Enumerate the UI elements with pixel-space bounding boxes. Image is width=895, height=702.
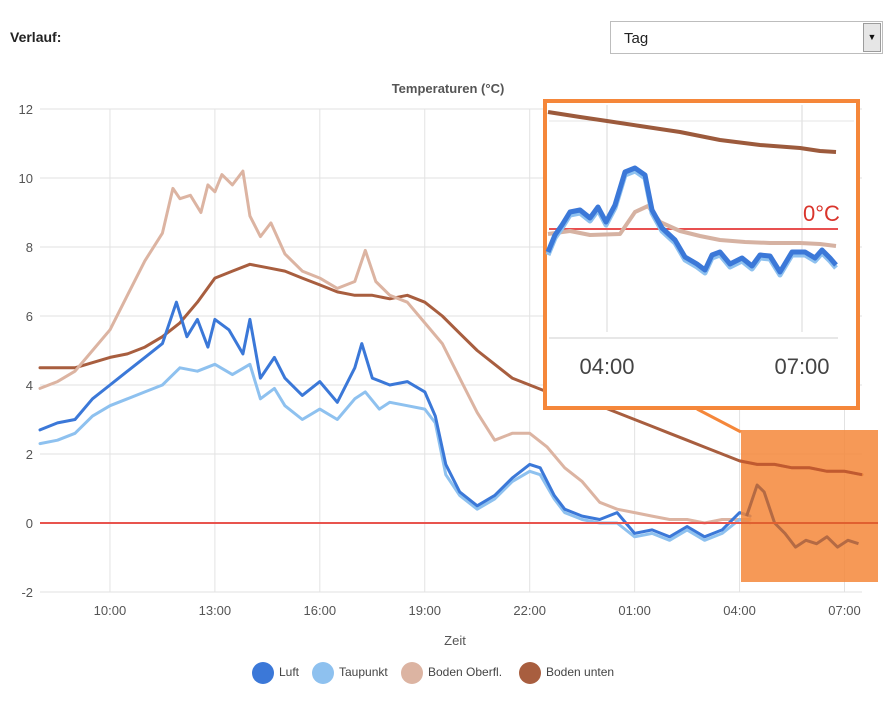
y-tick-label: 0: [26, 516, 33, 531]
range-select-value: Tag: [624, 30, 649, 47]
legend-marker: [519, 662, 541, 684]
chart-legend: Luft Taupunkt Boden Oberfl. Boden unten: [0, 662, 895, 684]
legend-label: Taupunkt: [339, 665, 388, 679]
legend-label: Boden Oberfl.: [428, 665, 503, 679]
inset-tick-label: 04:00: [579, 354, 634, 379]
y-tick-label: 6: [26, 309, 33, 324]
legend-marker: [401, 662, 423, 684]
x-axis-label: Zeit: [444, 633, 466, 648]
x-tick-label: 13:00: [199, 603, 232, 618]
highlight-series-luft: [745, 483, 859, 549]
x-tick-label: 22:00: [513, 603, 546, 618]
inset-series-luft: [545, 165, 838, 275]
range-select[interactable]: Tag ▼: [610, 21, 883, 54]
y-tick-label: 4: [26, 378, 33, 393]
inset-zero-label: 0°C: [803, 201, 840, 226]
x-tick-label: 04:00: [723, 603, 756, 618]
x-tick-label: 10:00: [94, 603, 127, 618]
y-tick-label: 2: [26, 447, 33, 462]
page-title: Verlauf:: [10, 29, 62, 45]
x-tick-label: 07:00: [828, 603, 861, 618]
inset-tick-label: 07:00: [774, 354, 829, 379]
series-line-2: [38, 169, 752, 525]
highlight-series-boden-unten: [739, 459, 863, 477]
series-line-0: [38, 300, 752, 539]
legend-marker: [312, 662, 334, 684]
x-tick-label: 01:00: [618, 603, 651, 618]
y-tick-label: 12: [19, 102, 33, 117]
x-tick-label: 16:00: [304, 603, 337, 618]
legend-label: Boden unten: [546, 665, 615, 679]
highlight-box: [741, 430, 878, 582]
inset-series-boden-oberfl: [547, 204, 837, 248]
chevron-down-icon[interactable]: ▼: [863, 23, 881, 52]
legend-label: Luft: [279, 665, 300, 679]
series-line-1: [38, 362, 752, 542]
highlight-connector: [696, 407, 742, 434]
legend-marker: [252, 662, 274, 684]
y-tick-label: -2: [21, 585, 33, 600]
y-tick-label: 10: [19, 171, 33, 186]
series-line-3: [38, 262, 864, 477]
y-tick-label: 8: [26, 240, 33, 255]
inset-series-boden-unten: [547, 110, 837, 154]
chart-title: Temperaturen (°C): [392, 81, 505, 96]
x-tick-label: 19:00: [408, 603, 441, 618]
